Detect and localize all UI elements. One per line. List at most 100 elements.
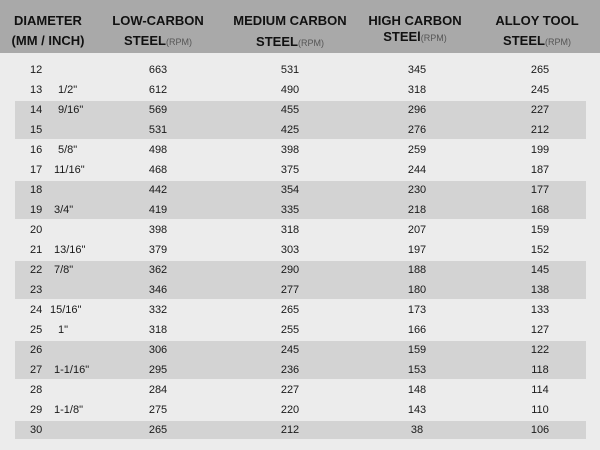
table-row: 28 284 227 148 114	[0, 380, 600, 400]
low-carbon-rpm: 318	[148, 324, 168, 336]
high-carbon-rpm: 166	[407, 324, 427, 336]
diameter-inch: 15/16"	[50, 304, 82, 316]
diameter-inch: 1/2"	[58, 84, 78, 96]
medium-carbon-rpm: 318	[280, 224, 300, 236]
table-row: 24 15/16" 332 265 173 133	[0, 300, 600, 320]
table-row: 19 3/4" 419 335 218 168	[0, 200, 600, 220]
diameter-mm: 21	[30, 244, 43, 256]
diameter-inch: 7/8"	[54, 264, 74, 276]
row-stripe	[15, 421, 586, 439]
diameter-inch: 1-1/8"	[54, 404, 83, 416]
diameter-mm: 12	[30, 64, 43, 76]
table-row: 27 1-1/16" 295 236 153 118	[0, 360, 600, 380]
medium-carbon-rpm: 277	[280, 284, 300, 296]
low-carbon-rpm: 468	[148, 164, 168, 176]
low-carbon-rpm: 362	[148, 264, 168, 276]
low-carbon-rpm: 295	[148, 364, 168, 376]
high-carbon-rpm: 230	[407, 184, 427, 196]
high-carbon-rpm: 296	[407, 104, 427, 116]
alloy-tool-rpm: 106	[530, 424, 550, 436]
low-carbon-rpm: 275	[148, 404, 168, 416]
table-row: 21 13/16" 379 303 197 152	[0, 240, 600, 260]
alloy-tool-rpm: 127	[530, 324, 550, 336]
alloy-tool-rpm: 199	[530, 144, 550, 156]
diameter-mm: 17	[30, 164, 43, 176]
alloy-tool-rpm: 152	[530, 244, 550, 256]
table-row: 23 346 277 180 138	[0, 280, 600, 300]
header-line: ALLOY TOOL	[495, 13, 579, 28]
header-line: MEDIUM CARBON	[233, 13, 347, 28]
table-row: 30 265 212 38 106	[0, 420, 600, 440]
table-row: 16 5/8" 498 398 259 199	[0, 140, 600, 160]
low-carbon-rpm: 442	[148, 184, 168, 196]
diameter-mm: 18	[30, 184, 43, 196]
header-line: STEEL	[124, 33, 166, 48]
medium-carbon-rpm: 375	[280, 164, 300, 176]
medium-carbon-rpm: 455	[280, 104, 300, 116]
header-line: HIGH CARBON	[368, 13, 462, 28]
high-carbon-rpm: 197	[407, 244, 427, 256]
row-stripe	[15, 341, 586, 379]
alloy-tool-rpm: 245	[530, 84, 550, 96]
high-carbon-rpm: 276	[407, 124, 427, 136]
high-carbon-rpm: 159	[407, 344, 427, 356]
medium-carbon-rpm: 531	[280, 64, 300, 76]
table-row: 20 398 318 207 159	[0, 220, 600, 240]
header-unit: (RPM)	[297, 38, 324, 48]
medium-carbon-rpm: 490	[280, 84, 300, 96]
header-line: DIAMETER	[14, 13, 82, 28]
header-alloy-tool: ALLOY TOOL STEEL(RPM)	[495, 11, 578, 52]
high-carbon-rpm: 148	[407, 384, 427, 396]
header-line: STEEL	[503, 33, 545, 48]
medium-carbon-rpm: 335	[280, 204, 300, 216]
high-carbon-rpm: 259	[407, 144, 427, 156]
medium-carbon-rpm: 220	[280, 404, 300, 416]
row-stripe	[15, 261, 586, 299]
header-unit: (RPM)	[420, 33, 447, 43]
medium-carbon-rpm: 255	[280, 324, 300, 336]
table-row: 12 663 531 345 265	[0, 60, 600, 80]
header-diameter: DIAMETER (MM / INCH)	[12, 11, 85, 51]
diameter-mm: 29	[30, 404, 43, 416]
diameter-mm: 26	[30, 344, 43, 356]
medium-carbon-rpm: 236	[280, 364, 300, 376]
low-carbon-rpm: 663	[148, 64, 168, 76]
low-carbon-rpm: 498	[148, 144, 168, 156]
diameter-inch: 13/16"	[54, 244, 86, 256]
high-carbon-rpm: 38	[410, 424, 424, 436]
table-row: 29 1-1/8" 275 220 143 110	[0, 400, 600, 420]
low-carbon-rpm: 398	[148, 224, 168, 236]
header-unit: (RPM)	[544, 37, 571, 47]
high-carbon-rpm: 153	[407, 364, 427, 376]
diameter-mm: 16	[30, 144, 43, 156]
medium-carbon-rpm: 303	[280, 244, 300, 256]
alloy-tool-rpm: 168	[530, 204, 550, 216]
diameter-mm: 30	[30, 424, 43, 436]
low-carbon-rpm: 306	[148, 344, 168, 356]
diameter-mm: 24	[30, 304, 43, 316]
medium-carbon-rpm: 398	[280, 144, 300, 156]
header-line: STEEl	[383, 29, 421, 44]
diameter-mm: 13	[30, 84, 43, 96]
alloy-tool-rpm: 114	[531, 384, 549, 396]
low-carbon-rpm: 265	[148, 424, 168, 436]
diameter-mm: 15	[30, 124, 43, 136]
table-row: 26 306 245 159 122	[0, 340, 600, 360]
table-row: 15 531 425 276 212	[0, 120, 600, 140]
medium-carbon-rpm: 425	[280, 124, 300, 136]
table-row: 22 7/8" 362 290 188 145	[0, 260, 600, 280]
medium-carbon-rpm: 265	[280, 304, 300, 316]
alloy-tool-rpm: 110	[531, 404, 549, 416]
diameter-mm: 14	[30, 104, 43, 116]
high-carbon-rpm: 143	[407, 404, 427, 416]
alloy-tool-rpm: 187	[530, 164, 550, 176]
table-row: 18 442 354 230 177	[0, 180, 600, 200]
diameter-mm: 25	[30, 324, 43, 336]
row-stripe	[15, 101, 586, 139]
diameter-inch: 3/4"	[54, 204, 74, 216]
low-carbon-rpm: 419	[148, 204, 168, 216]
high-carbon-rpm: 173	[407, 304, 427, 316]
diameter-mm: 19	[30, 204, 43, 216]
header-line: STEEL	[256, 34, 298, 49]
alloy-tool-rpm: 138	[530, 284, 550, 296]
